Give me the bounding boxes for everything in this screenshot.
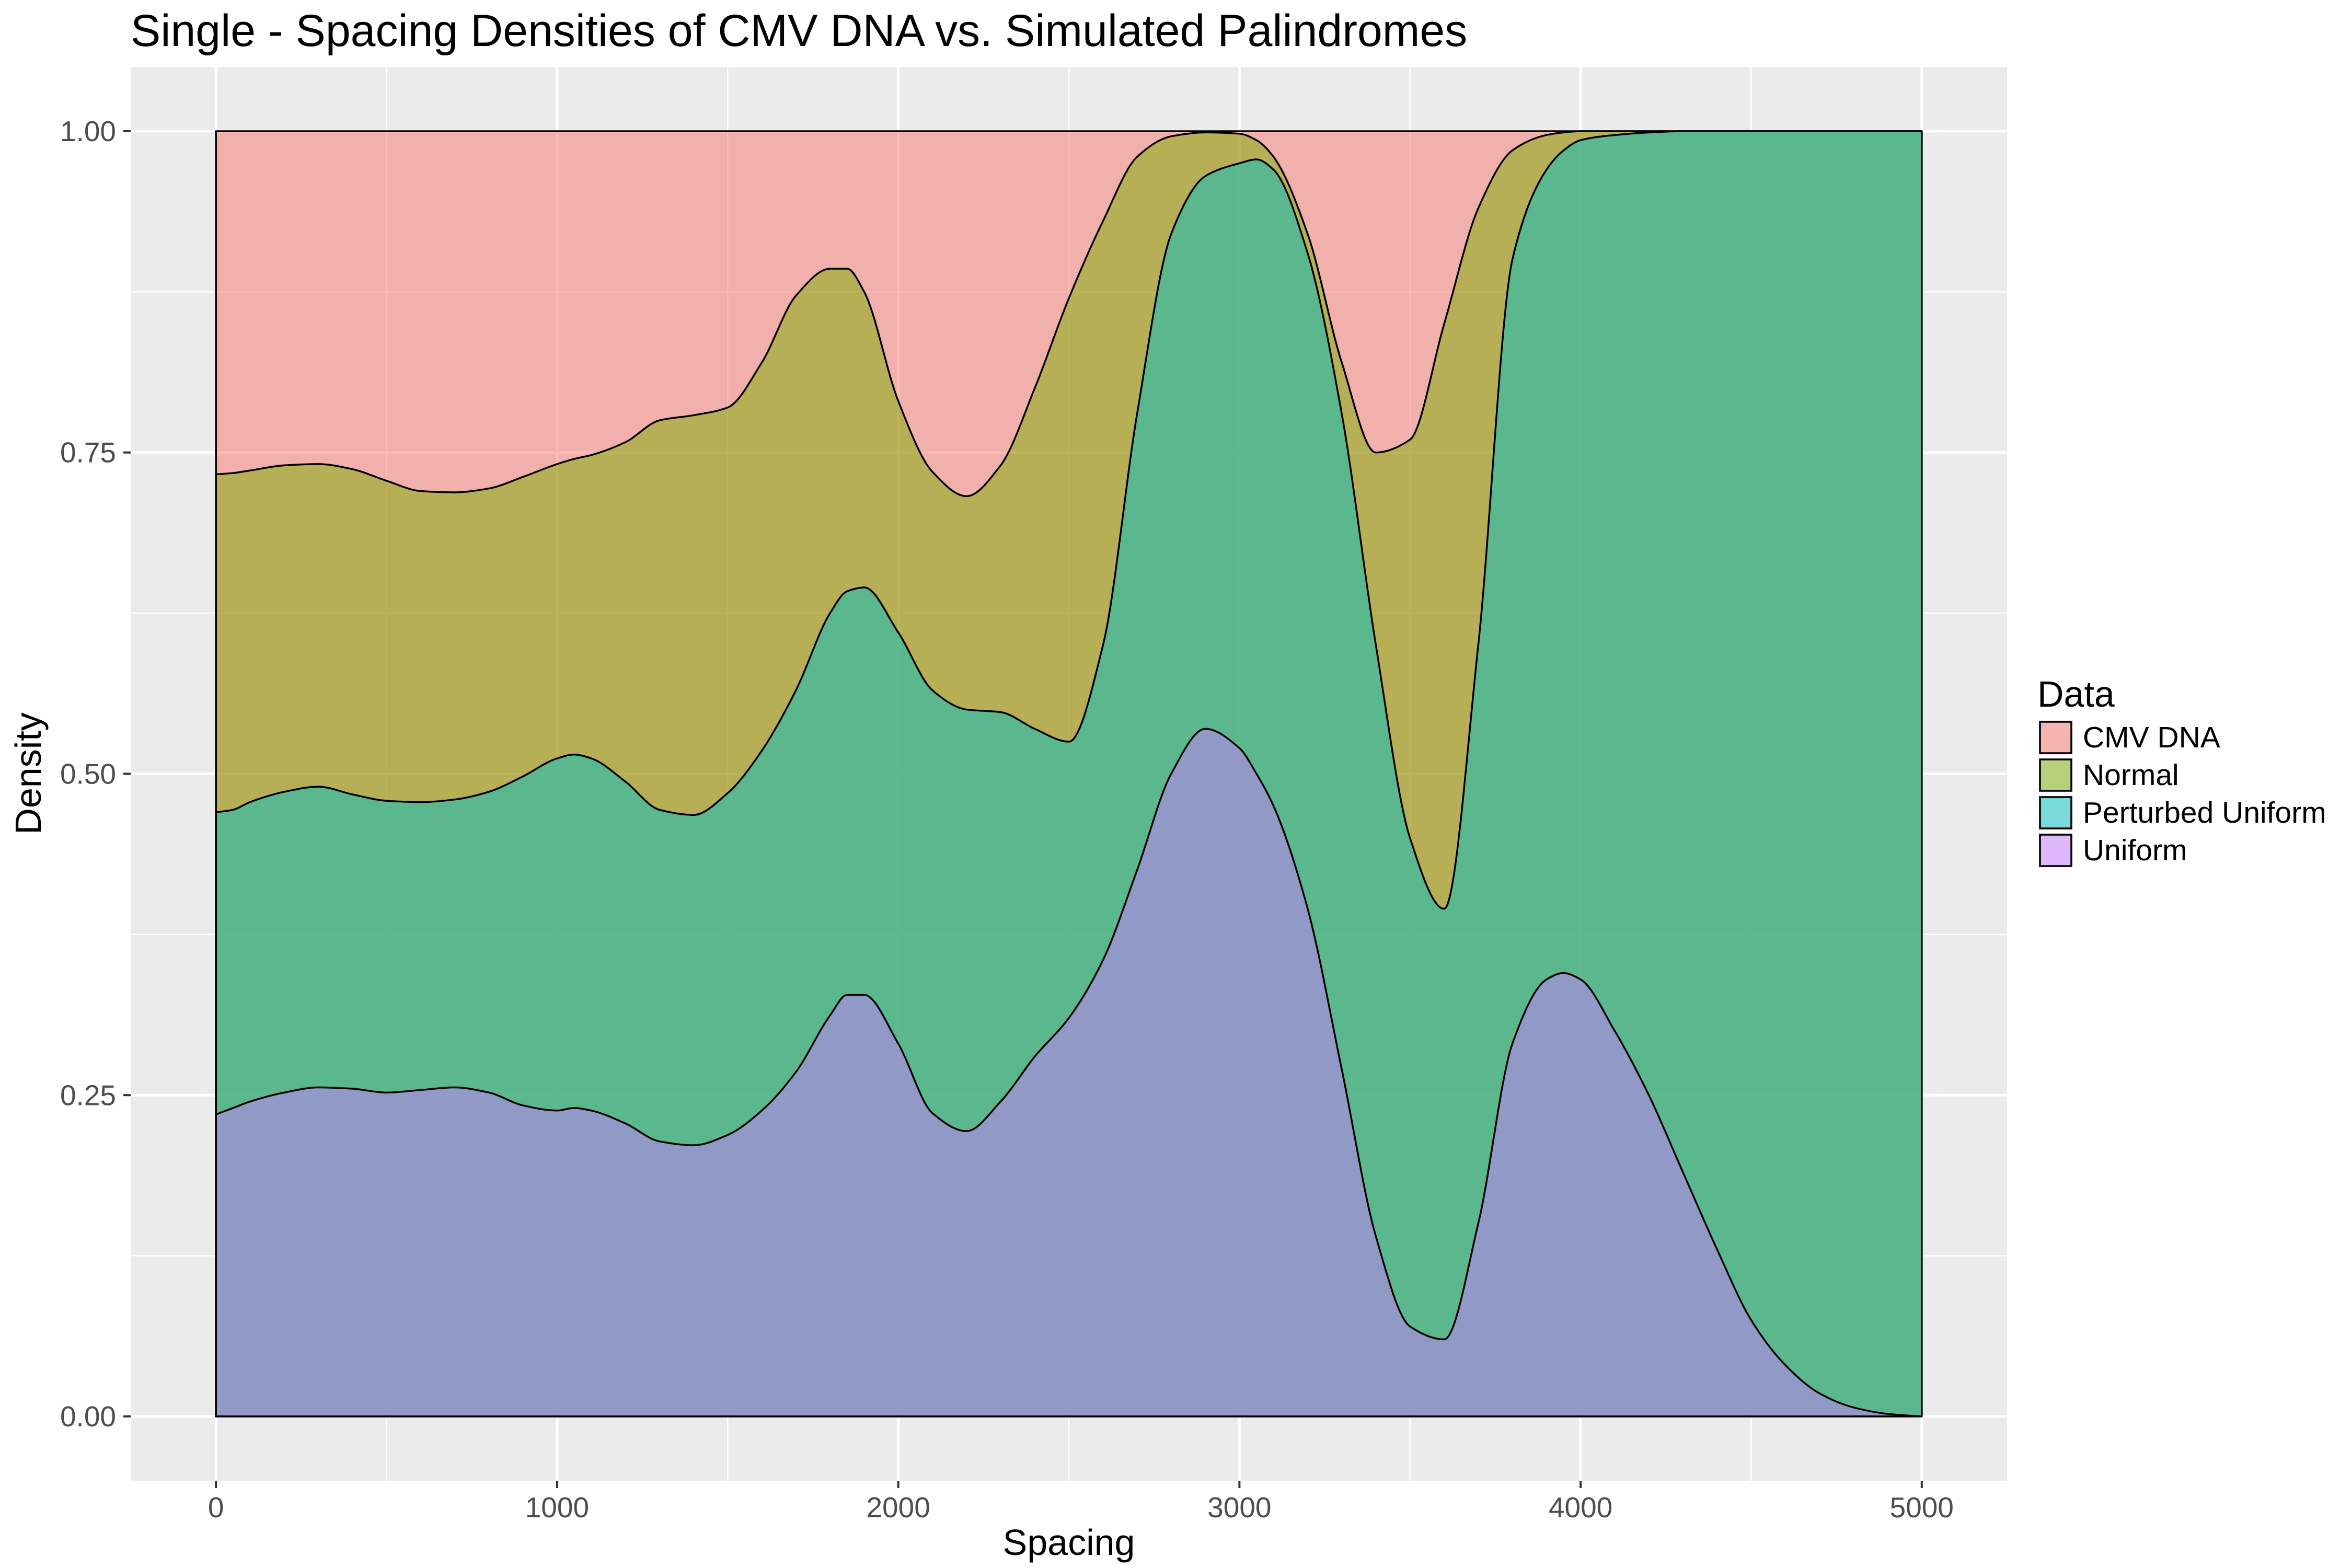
legend-items: CMV DNA Normal Perturbed Uniform Uniform	[2038, 720, 2326, 868]
y-tick-label: 0.25	[60, 1079, 116, 1111]
legend-label: CMV DNA	[2083, 721, 2220, 754]
legend: Data CMV DNA Normal Perturbed Uniform Unifo…	[2037, 674, 2326, 868]
x-tick-label: 1000	[525, 1491, 589, 1524]
x-tick-label: 4000	[1549, 1491, 1612, 1524]
y-tick-label: 0.75	[60, 436, 116, 469]
y-tick-label: 1.00	[60, 115, 116, 147]
legend-swatch	[2039, 721, 2072, 754]
x-tick-label: 0	[208, 1491, 224, 1524]
area-perturbed-uniform	[215, 130, 1923, 1417]
area-layers	[215, 130, 1923, 1417]
area-uniform	[215, 728, 1923, 1417]
x-tick-label: 3000	[1207, 1491, 1271, 1524]
legend-swatch	[2039, 758, 2072, 792]
x-tick-label: 2000	[866, 1491, 930, 1524]
y-tick-label: 0.00	[60, 1400, 116, 1433]
legend-title: Data	[2037, 674, 2115, 714]
legend-swatch	[2039, 834, 2072, 867]
x-axis: 0 1000 2000 3000 4000 5000	[208, 1481, 1954, 1524]
chart-title: Single - Spacing Densities of CMV DNA vs…	[131, 6, 1467, 56]
legend-label: Normal	[2083, 758, 2179, 792]
legend-label: Uniform	[2083, 834, 2187, 867]
legend-swatch	[2039, 796, 2072, 829]
y-tick-label: 0.50	[60, 758, 116, 790]
x-tick-label: 5000	[1890, 1491, 1954, 1524]
x-axis-title: Spacing	[1003, 1522, 1135, 1563]
y-axis: 0.00 0.25 0.50 0.75 1.00	[60, 115, 131, 1433]
legend-label: Perturbed Uniform	[2083, 796, 2326, 829]
y-axis-title: Density	[8, 712, 49, 834]
